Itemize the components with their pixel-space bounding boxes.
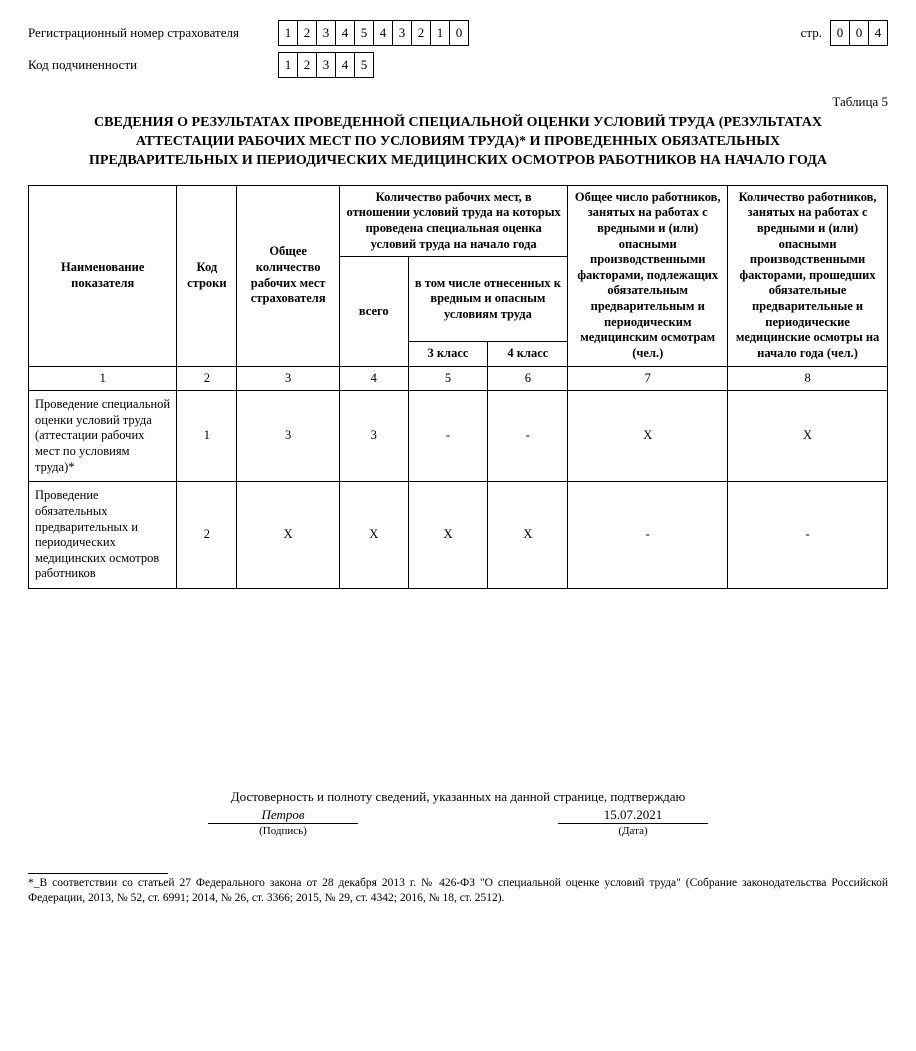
colnum: 2 xyxy=(177,366,237,391)
subordination-label: Код подчиненности xyxy=(28,57,278,73)
th-total-places: Общее количество рабочих мест страховате… xyxy=(237,185,340,366)
digit-box: 4 xyxy=(335,52,355,78)
th-class3: 3 класс xyxy=(408,341,488,366)
cell: Х xyxy=(488,482,568,589)
date-block: 15.07.2021 (Дата) xyxy=(558,807,708,837)
digit-box: 1 xyxy=(278,20,298,46)
page-indicator: стр. 004 xyxy=(801,20,888,46)
cell: - xyxy=(408,391,488,482)
subordination-boxes: 12345 xyxy=(278,52,374,78)
signature-row: Петров (Подпись) 15.07.2021 (Дата) xyxy=(28,807,888,837)
footer-area: Достоверность и полноту сведений, указан… xyxy=(28,789,888,906)
th-places-group: Количество рабочих мест, в отношении усл… xyxy=(340,185,568,257)
signature-caption: (Подпись) xyxy=(208,825,358,837)
main-table: Наименование показателя Код строки Общее… xyxy=(28,185,888,589)
th-workers-subject: Общее число работников, занятых на работ… xyxy=(568,185,728,366)
date-value: 15.07.2021 xyxy=(558,807,708,824)
colnum: 3 xyxy=(237,366,340,391)
registration-row: Регистрационный номер страхователя 12345… xyxy=(28,20,888,46)
colnum: 7 xyxy=(568,366,728,391)
colnum: 5 xyxy=(408,366,488,391)
digit-box: 2 xyxy=(297,52,317,78)
digit-box: 0 xyxy=(830,20,850,46)
footnote-text: *_В соответствии со статьей 27 Федеральн… xyxy=(28,876,888,906)
colnum: 6 xyxy=(488,366,568,391)
main-title: СВЕДЕНИЯ О РЕЗУЛЬТАТАХ ПРОВЕДЕННОЙ СПЕЦИ… xyxy=(88,114,828,171)
th-code: Код строки xyxy=(177,185,237,366)
th-name: Наименование показателя xyxy=(29,185,177,366)
digit-box: 1 xyxy=(430,20,450,46)
cell: - xyxy=(568,482,728,589)
page-boxes: 004 xyxy=(830,20,888,46)
signature-block: Петров (Подпись) xyxy=(208,807,358,837)
table-row: Проведение специальной оценки условий тр… xyxy=(29,391,888,482)
digit-box: 0 xyxy=(449,20,469,46)
cell: Х xyxy=(408,482,488,589)
page-label: стр. xyxy=(801,25,822,41)
column-number-row: 1 2 3 4 5 6 7 8 xyxy=(29,366,888,391)
signature-value: Петров xyxy=(208,807,358,824)
cell: Х xyxy=(237,482,340,589)
th-hazard-group: в том числе отнесенных к вредным и опасн… xyxy=(408,257,568,342)
digit-box: 3 xyxy=(316,52,336,78)
th-workers-passed: Количество работников, занятых на работа… xyxy=(728,185,888,366)
digit-box: 3 xyxy=(392,20,412,46)
digit-box: 5 xyxy=(354,20,374,46)
colnum: 1 xyxy=(29,366,177,391)
registration-boxes: 1234543210 xyxy=(278,20,469,46)
cell: - xyxy=(488,391,568,482)
registration-label: Регистрационный номер страхователя xyxy=(28,25,278,41)
colnum: 4 xyxy=(340,366,408,391)
digit-box: 0 xyxy=(849,20,869,46)
cell-name: Проведение обязательных предварительных … xyxy=(29,482,177,589)
digit-box: 5 xyxy=(354,52,374,78)
cell: Х xyxy=(568,391,728,482)
digit-box: 4 xyxy=(373,20,393,46)
cell: Х xyxy=(340,482,408,589)
cell: - xyxy=(728,482,888,589)
cell-name: Проведение специальной оценки условий тр… xyxy=(29,391,177,482)
cell-code: 2 xyxy=(177,482,237,589)
digit-box: 2 xyxy=(297,20,317,46)
digit-box: 4 xyxy=(335,20,355,46)
colnum: 8 xyxy=(728,366,888,391)
digit-box: 1 xyxy=(278,52,298,78)
th-class4: 4 класс xyxy=(488,341,568,366)
digit-box: 2 xyxy=(411,20,431,46)
cell: 3 xyxy=(237,391,340,482)
subordination-row: Код подчиненности 12345 xyxy=(28,52,888,78)
cell: 3 xyxy=(340,391,408,482)
cell: Х xyxy=(728,391,888,482)
digit-box: 3 xyxy=(316,20,336,46)
th-total: всего xyxy=(340,257,408,366)
confirmation-text: Достоверность и полноту сведений, указан… xyxy=(28,789,888,805)
table-number-label: Таблица 5 xyxy=(28,94,888,110)
digit-box: 4 xyxy=(868,20,888,46)
date-caption: (Дата) xyxy=(558,825,708,837)
cell-code: 1 xyxy=(177,391,237,482)
table-body: Проведение специальной оценки условий тр… xyxy=(29,391,888,589)
footnote-divider xyxy=(28,873,168,874)
table-row: Проведение обязательных предварительных … xyxy=(29,482,888,589)
